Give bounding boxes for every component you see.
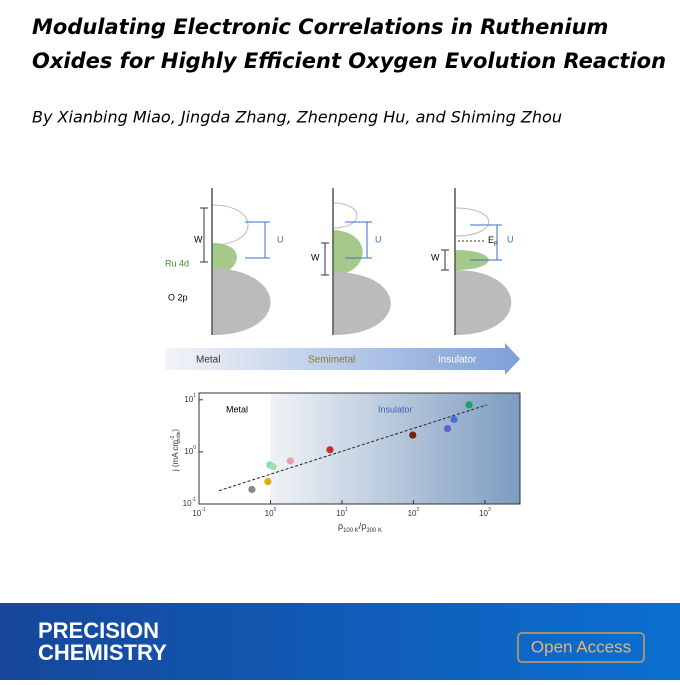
y-label-part: oxide: [176, 431, 182, 443]
tick-base: 10: [192, 509, 201, 518]
tick-base: 10: [408, 509, 417, 518]
region-label: Metal: [226, 404, 248, 414]
data-point: [248, 485, 256, 494]
band-diagram: W U Ru 4d O 2p W U W U EF: [165, 188, 514, 335]
tick-exponent: 1: [345, 507, 348, 513]
insulator-region: [270, 393, 520, 504]
y-axis-label: j (mA cm-2oxide): [170, 429, 182, 473]
footer: PRECISION CHEMISTRY Open Access: [0, 603, 680, 680]
label: EF: [488, 235, 498, 247]
transition-arrow: Metal Semimetal Insulator: [165, 343, 520, 375]
label: U: [507, 234, 514, 244]
tick-base: 10: [479, 509, 488, 518]
tick-label: 10-1: [183, 497, 197, 508]
x-axis-label: ρ100 K/ρ300 K: [338, 521, 382, 533]
tick-exponent: 0: [274, 507, 277, 513]
tick-base: 10: [184, 395, 193, 404]
journal-name: PRECISION: [38, 618, 159, 643]
tick-label: 102: [408, 507, 420, 518]
x-label-part: 300 K: [366, 528, 382, 534]
data-point: [465, 401, 473, 409]
tick-base: 10: [183, 499, 192, 508]
title-line: Modulating Electronic Correlations in Ru…: [32, 15, 608, 39]
tick-label: 100: [265, 507, 277, 518]
tick-base: 10: [336, 509, 345, 518]
label: U: [277, 234, 284, 244]
label: Metal: [196, 355, 220, 366]
tick-exponent: -1: [201, 507, 206, 513]
tick-exponent: -1: [192, 497, 197, 503]
tick-label: 10-1: [192, 507, 206, 518]
x-label-part: ρ: [338, 521, 343, 531]
tick-exponent: 1: [193, 393, 196, 399]
x-label-part: 100 K: [343, 528, 359, 534]
x-label-part: /ρ: [359, 521, 367, 531]
fit-line: [218, 404, 488, 492]
data-point: [264, 477, 272, 486]
tick-label: 103: [479, 507, 491, 518]
plot-frame: [198, 392, 521, 505]
y-label-part: j (mA cm: [171, 440, 180, 472]
label: W: [431, 252, 440, 262]
tick-base: 10: [184, 447, 193, 456]
y-label-part: -2: [170, 435, 176, 440]
tick-label: 101: [184, 393, 196, 404]
label: W: [194, 234, 203, 244]
data-point: [326, 446, 334, 454]
badge: Open Access: [531, 637, 631, 656]
label: E: [488, 235, 494, 245]
tick-label: 101: [336, 507, 348, 518]
tick-label: 100: [184, 445, 196, 456]
title-line: Oxides for Highly Efficient Oxygen Evolu…: [32, 49, 666, 73]
data-point: [409, 431, 417, 439]
data-point: [450, 415, 458, 424]
y-label-part: ): [171, 429, 180, 432]
label: O 2p: [168, 292, 188, 302]
data-point: [269, 463, 277, 471]
label: F: [494, 242, 498, 248]
tick-exponent: 0: [193, 445, 196, 451]
region-label: Insulator: [378, 404, 413, 414]
tick-base: 10: [265, 509, 274, 518]
journal-name: CHEMISTRY: [38, 640, 167, 665]
tick-exponent: 3: [488, 507, 491, 513]
data-point: [286, 457, 294, 465]
label: Semimetal: [308, 355, 355, 366]
label: W: [311, 252, 320, 262]
label: Insulator: [438, 355, 477, 366]
authors: By Xianbing Miao, Jingda Zhang, Zhenpeng…: [32, 108, 562, 127]
label: Ru 4d: [165, 258, 189, 268]
tick-exponent: 2: [416, 507, 419, 513]
label: U: [375, 234, 382, 244]
data-point: [443, 424, 452, 433]
